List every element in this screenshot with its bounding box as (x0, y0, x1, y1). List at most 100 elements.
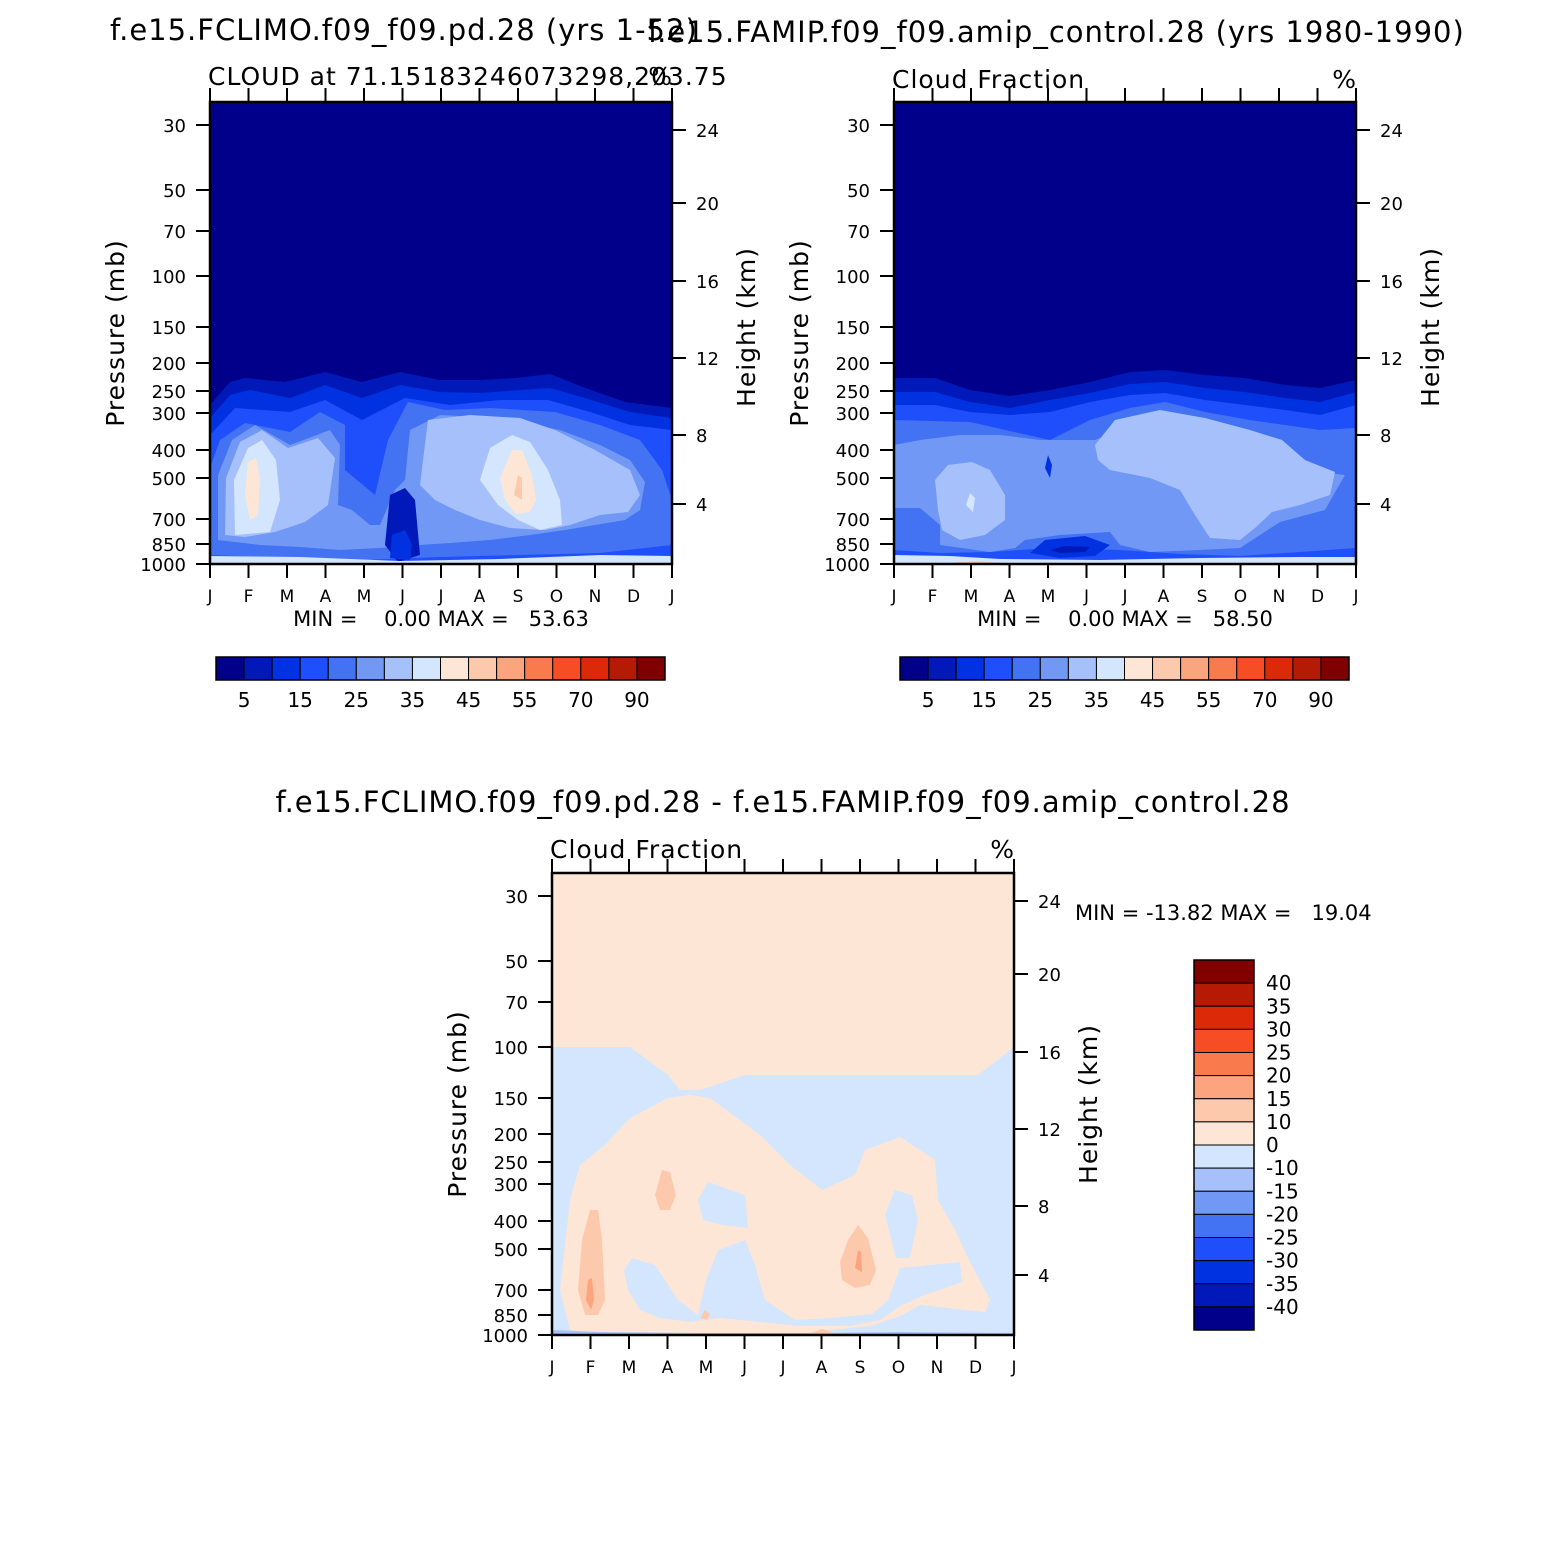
panel-1-ptick-label: 850 (152, 535, 186, 556)
colorbar-swatch (1292, 656, 1322, 681)
colorbar-swatch (1236, 656, 1266, 681)
panel-3-month-label: J (741, 1358, 747, 1378)
panel-3-month-label: A (816, 1358, 828, 1378)
panel-2-ptick-label: 500 (836, 469, 870, 490)
panel-3-htick-label: 4 (1038, 1266, 1049, 1287)
panel-1-month-label: O (550, 587, 563, 607)
panel-3-month-ticks: J F M A M J J A S O N D J (548, 859, 1017, 1378)
panel-2-htick-label: 24 (1380, 121, 1403, 142)
colorbar-swatch (271, 656, 301, 681)
panel-1-ptick-label: 150 (152, 318, 186, 339)
panel-2-subtitle-right: % (1332, 65, 1356, 94)
panel-3: f.e15.FCLIMO.f09_f09.pd.28 - f.e15.FAMIP… (275, 785, 1371, 1378)
panel-3-fill-positive-15b (655, 1170, 676, 1210)
panel-2-min-max: MIN = 0.00 MAX = 58.50 (977, 607, 1273, 631)
panel-1-colorbar: 5 15 25 35 45 55 70 90 (215, 656, 666, 712)
panel-3-subtitle-right: % (990, 835, 1014, 864)
panel-2: f.e15.FAMIP.f09_f09.amip_control.28 (yrs… (648, 15, 1465, 712)
colorbar-swatch (1193, 1098, 1255, 1123)
colorbar-label: -40 (1266, 1295, 1299, 1319)
panel-3-month-label: F (586, 1358, 596, 1378)
panel-1-min-max: MIN = 0.00 MAX = 53.63 (293, 607, 589, 631)
panel-1-ptick-label: 200 (152, 354, 186, 375)
colorbar-label: 15 (1266, 1087, 1291, 1111)
colorbar-label: 90 (624, 688, 649, 712)
colorbar-swatch (299, 656, 329, 681)
colorbar-swatch (1320, 656, 1350, 681)
panel-1-month-label: A (474, 587, 486, 607)
panel-3-month-tick-marks (551, 859, 1015, 1349)
panel-3-htick-label: 8 (1038, 1197, 1049, 1218)
panel-2-fill-dark-3 (1050, 546, 1090, 553)
panel-3-month-label: S (855, 1358, 866, 1378)
panel-3-htick-label: 16 (1038, 1043, 1061, 1064)
panel-1-month-label: M (357, 587, 372, 607)
colorbar-swatch (580, 656, 610, 681)
colorbar-label: 90 (1308, 688, 1333, 712)
colorbar-swatch (1193, 1121, 1255, 1146)
colorbar-label: 35 (400, 688, 425, 712)
panel-3-ptick-label: 1000 (482, 1326, 528, 1347)
panel-3-fill-negative-4 (885, 1190, 918, 1258)
panel-2-title: f.e15.FAMIP.f09_f09.amip_control.28 (yrs… (648, 15, 1465, 49)
colorbar-frame (899, 656, 1350, 681)
panel-1-month-label: A (320, 587, 332, 607)
panel-1-ptick-label: 70 (163, 222, 186, 243)
colorbar-swatch (327, 656, 357, 681)
colorbar-label: -25 (1266, 1226, 1299, 1250)
colorbar-swatch (899, 656, 929, 681)
panel-3-fill-positive-20 (586, 1278, 594, 1310)
panel-3-fill-negative-3 (624, 1240, 962, 1326)
panel-2-htick-label: 4 (1380, 495, 1391, 516)
panel-3-ptick-label: 30 (505, 887, 528, 908)
colorbar-swatch (1124, 656, 1154, 681)
colorbar-swatch (1193, 1190, 1255, 1215)
colorbar-label: 70 (568, 688, 593, 712)
colorbar-label: -35 (1266, 1272, 1299, 1296)
colorbar-frame (1193, 959, 1255, 1331)
colorbar-swatch (1193, 1144, 1255, 1169)
panel-2-month-label: M (964, 587, 979, 607)
colorbar-label: 5 (922, 688, 935, 712)
colorbar-swatch (243, 656, 273, 681)
panel-2-month-label: F (928, 587, 938, 607)
panel-2-month-label: A (1004, 587, 1016, 607)
panel-1-ylabel-right: Height (km) (732, 247, 761, 407)
panel-3-fill-positive-20b (855, 1250, 862, 1272)
panel-3-plot (550, 871, 1016, 1337)
panel-3-ptick-label: 700 (494, 1281, 528, 1302)
panel-2-month-label: D (1311, 587, 1324, 607)
colorbar-swatch (1011, 656, 1041, 681)
panel-1-fill-surface (210, 555, 672, 564)
panel-1-month-label: S (513, 587, 524, 607)
colorbar-swatch (1208, 656, 1238, 681)
panel-1-fill-dark-spot-core (390, 530, 412, 560)
panel-2-month-label: A (1158, 587, 1170, 607)
panel-1-ptick-label: 500 (152, 469, 186, 490)
colorbar-label: 55 (512, 688, 537, 712)
colorbar-swatch (1152, 656, 1182, 681)
panel-1-subtitle-left: CLOUD at 71.15183246073298,203.75 (208, 62, 728, 91)
panel-3-month-label: J (779, 1358, 785, 1378)
colorbar-swatch (411, 656, 441, 681)
colorbar-swatch (1193, 1237, 1255, 1262)
colorbar-label: 25 (1028, 688, 1053, 712)
panel-2-subtitle-left: Cloud Fraction (892, 65, 1085, 94)
colorbar-swatch (1095, 656, 1125, 681)
colorbar-swatch (1193, 1052, 1255, 1077)
panel-2-ylabel-right: Height (km) (1416, 247, 1445, 407)
panel-1-month-ticks: J F M A M J J A S O N D J (206, 88, 675, 607)
panel-2-month-label: O (1234, 587, 1247, 607)
panel-3-month-label: J (548, 1358, 554, 1378)
colorbar-swatch (955, 656, 985, 681)
panel-1-htick-label: 24 (696, 121, 719, 142)
panel-2-plot (892, 100, 1358, 566)
colorbar-swatch (496, 656, 526, 681)
panel-2-ptick-label: 250 (836, 382, 870, 403)
panel-3-month-label: A (662, 1358, 674, 1378)
colorbar-swatch (1039, 656, 1069, 681)
panel-1-fill-level-8 (245, 458, 260, 520)
panel-1-month-label: M (280, 587, 295, 607)
panel-2-htick-label: 20 (1380, 194, 1403, 215)
colorbar-label: 55 (1196, 688, 1221, 712)
